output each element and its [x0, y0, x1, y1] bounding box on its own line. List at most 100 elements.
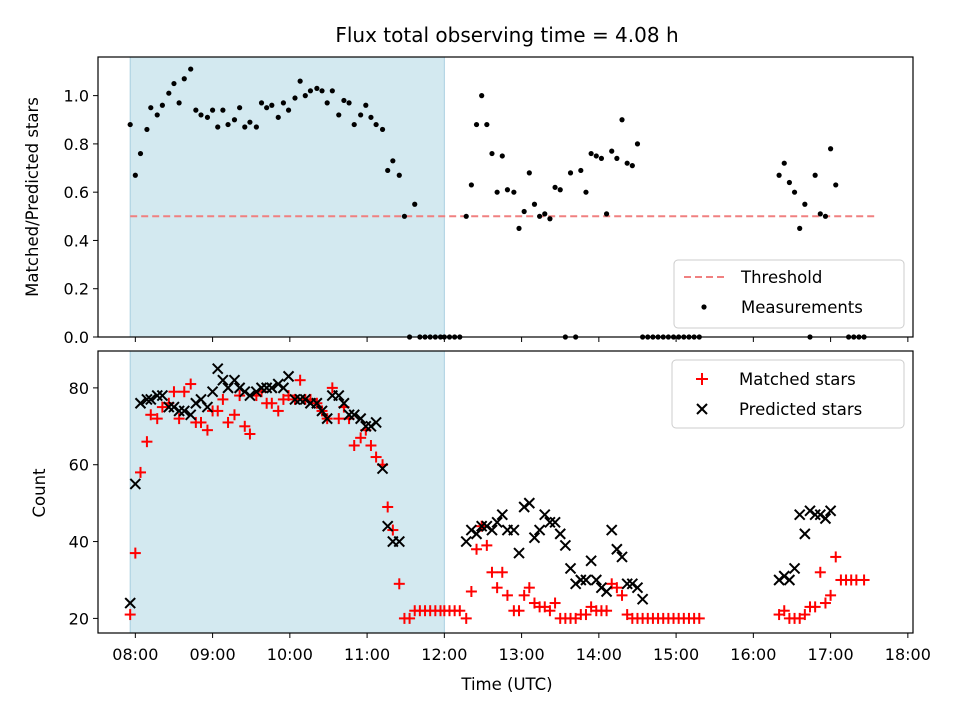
predicted-star-point: [266, 382, 278, 394]
measurement-point: [463, 213, 469, 219]
predicted-star-point: [141, 393, 153, 406]
measurement-point: [148, 105, 154, 111]
measurement-point: [531, 201, 538, 207]
predicted-star-point: [381, 520, 394, 532]
predicted-star-point: [631, 581, 644, 594]
count-y-tick-label: 20: [69, 609, 89, 628]
measurement-point: [307, 88, 314, 94]
measurement-point: [253, 124, 259, 130]
predicted-star-point: [513, 547, 525, 559]
predicted-star-point: [255, 382, 268, 394]
predicted-star-point: [554, 528, 566, 540]
measurement-point: [473, 121, 480, 128]
matched-star-point: [778, 605, 790, 617]
measurement-point: [521, 208, 527, 215]
count-x-tick-label: 16:00: [730, 645, 776, 664]
matched-star-point: [134, 466, 146, 478]
ratio-panel: 0.0 0.2 0.4 0.6 0.8 1.0 Matched/Predicted sta…: [23, 56, 914, 347]
ratio-y-tick-label: 0.4: [64, 231, 89, 250]
measurement-point: [537, 213, 543, 219]
measurement-point: [358, 112, 364, 118]
observing-window-shade: [129, 350, 445, 634]
predicted-star-point: [145, 393, 157, 406]
predicted-star-point: [212, 362, 224, 375]
matched-star-point: [491, 582, 503, 594]
measurement-point: [198, 112, 204, 118]
measurement-point: [526, 170, 532, 176]
measurement-point: [583, 189, 589, 195]
predicted-star-point: [333, 389, 345, 402]
x-axis-label: Time (UTC): [460, 675, 552, 694]
measurement-point: [619, 117, 625, 123]
predicted-star-point: [491, 516, 503, 529]
ratio-y-tick-label: 0.8: [64, 135, 89, 154]
count-x-tick-label: 09:00: [190, 645, 236, 664]
count-y-tick-label: 40: [69, 533, 89, 552]
matched-star-point: [272, 405, 284, 417]
predicted-star-point: [348, 409, 360, 421]
predicted-star-point: [360, 420, 372, 433]
predicted-star-point: [156, 389, 169, 402]
predicted-star-point: [528, 532, 541, 544]
matched-star-point: [454, 605, 466, 617]
measurement-point: [603, 211, 610, 217]
measurement-point: [624, 160, 630, 166]
matched-star-point: [333, 413, 345, 425]
matched-star-point: [814, 566, 826, 578]
measurement-point: [154, 112, 160, 118]
measurement-point: [609, 148, 615, 154]
predicted-star-point: [370, 416, 382, 429]
matched-star-point: [858, 574, 870, 586]
matched-star-point: [465, 586, 477, 598]
measurement-point: [181, 76, 187, 82]
measurement-point: [324, 100, 330, 106]
measurement-point: [567, 170, 574, 176]
predicted-star-point: [585, 555, 597, 567]
measurement-point: [336, 112, 342, 118]
measurement-point: [802, 201, 808, 207]
predicted-star-point: [508, 524, 520, 536]
ratio-y-label: Matched/Predicted stars: [23, 97, 42, 297]
matched-star-point: [217, 393, 229, 405]
predicted-star-point: [559, 539, 572, 552]
measurement-point: [137, 150, 144, 157]
predicted-star-point: [590, 574, 602, 586]
measurement-point: [264, 105, 270, 111]
count-y-label: Count: [30, 468, 49, 518]
matched-star-point: [486, 566, 498, 578]
predicted-star-point: [600, 585, 613, 598]
matched-star-point: [460, 612, 472, 624]
measurement-point: [504, 187, 511, 193]
matched-star-point: [178, 386, 190, 398]
measurement-point: [329, 88, 335, 94]
measurement-point: [373, 121, 379, 128]
measurement-point: [817, 211, 823, 217]
count-panel: 20 40 60 80 08:00 09:00 10:00 11:00 12:00 13:00 1…: [30, 350, 931, 694]
matched-star-point: [195, 416, 207, 428]
measurement-point: [292, 95, 298, 101]
count-x-tick-label: 14:00: [576, 645, 622, 664]
measurement-point: [237, 105, 243, 111]
predicted-star-point: [244, 389, 256, 402]
matched-star-point: [168, 386, 180, 398]
measurement-point: [269, 102, 275, 108]
predicted-star-point: [228, 374, 241, 386]
measurement-point: [258, 100, 265, 106]
measurement-point: [188, 66, 194, 72]
measurement-point: [797, 225, 803, 231]
predicted-star-point: [151, 389, 163, 402]
predicted-star-point: [173, 405, 185, 417]
matched-star-point: [244, 428, 256, 440]
predicted-star-point: [343, 409, 355, 421]
predicted-star-point: [316, 405, 328, 417]
measurement-point: [634, 141, 641, 147]
measurement-point: [516, 225, 522, 231]
measurement-point: [598, 155, 605, 161]
measurement-point: [368, 114, 374, 120]
count-legend: Matched stars Predicted stars: [671, 359, 905, 429]
count-y-ticks: 20 40 60 80: [69, 379, 98, 628]
matched-star-point: [185, 378, 197, 390]
measurement-point: [171, 80, 177, 87]
matched-star-point: [513, 605, 525, 617]
